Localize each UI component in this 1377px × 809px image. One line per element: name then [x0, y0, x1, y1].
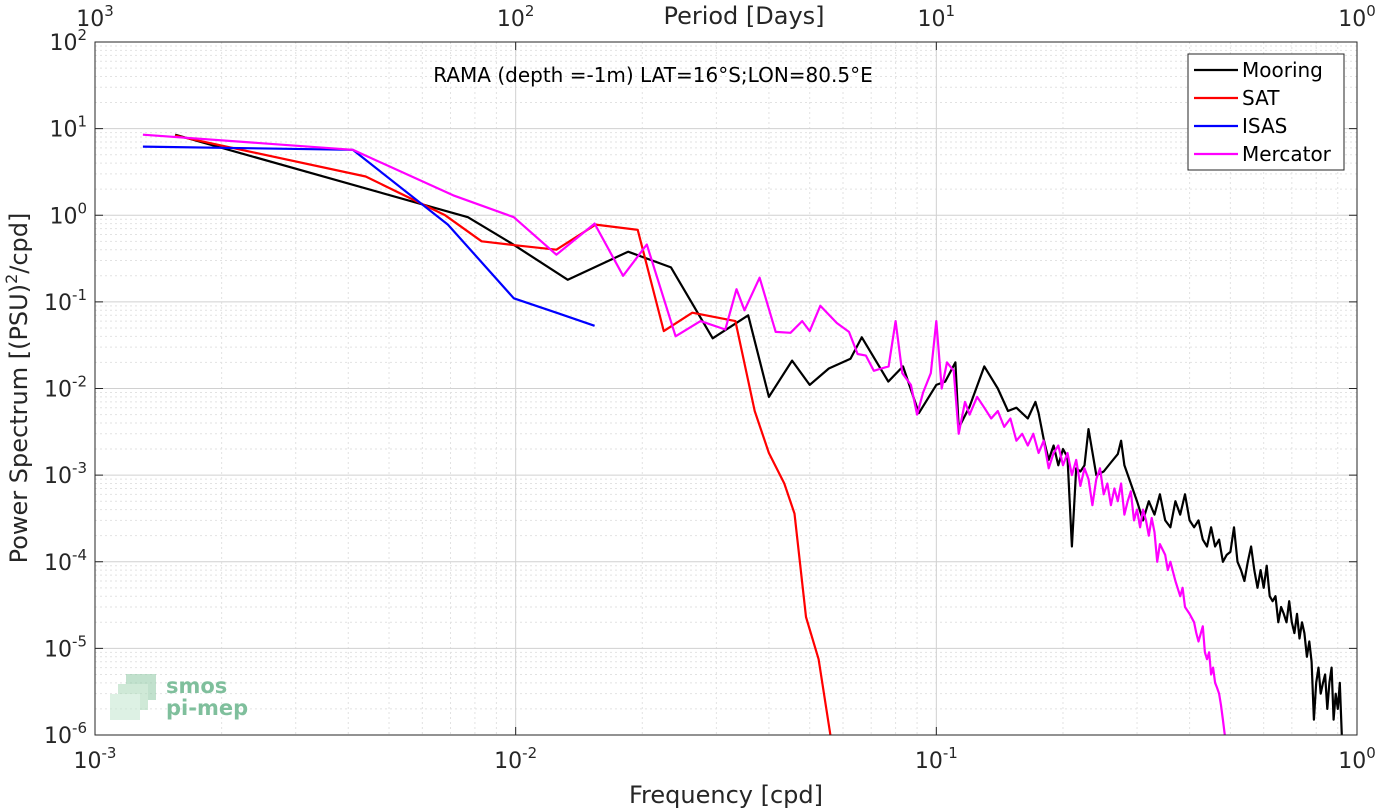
top-x-tick-label-base: 10 — [76, 7, 104, 32]
top-x-tick-label-base: 10 — [918, 7, 946, 32]
legend-label-mooring: Mooring — [1242, 58, 1323, 82]
top-x-tick-label-base: 10 — [497, 7, 525, 32]
y-tick-label: 101 — [49, 113, 87, 143]
series-line-sat — [174, 134, 832, 735]
x-tick-label: 100 — [1338, 744, 1376, 774]
y-tick-label-base: 10 — [44, 724, 72, 749]
y-tick-label: 10-3 — [44, 459, 87, 489]
y-tick-label-exponent: 2 — [77, 26, 87, 44]
y-tick-label-base: 10 — [44, 637, 72, 662]
x-tick-label: 10-3 — [74, 744, 117, 774]
top-axis-title: Period [Days] — [663, 2, 824, 30]
y-tick-label: 10-4 — [44, 546, 87, 576]
y-axis-title-main: Power Spectrum [(PSU) — [5, 284, 33, 563]
x-axis-title: Frequency [cpd] — [629, 781, 823, 809]
top-x-tick-label: 100 — [1338, 2, 1376, 32]
top-x-tick-label: 102 — [497, 2, 535, 32]
top-x-tick-label: 101 — [918, 2, 956, 32]
y-tick-label-exponent: -1 — [72, 286, 87, 304]
y-tick-label-exponent: -5 — [72, 632, 87, 650]
y-tick-label: 10-6 — [44, 719, 87, 749]
x-tick-label-base: 10 — [1338, 749, 1366, 774]
y-tick-label-base: 10 — [44, 551, 72, 576]
x-tick-label-base: 10 — [494, 749, 522, 774]
series-line-isas — [142, 145, 595, 327]
axis-ticks — [94, 41, 1358, 736]
x-tick-label-exponent: 0 — [1366, 744, 1376, 762]
x-tick-label-exponent: -2 — [522, 744, 537, 762]
y-tick-label: 10-5 — [44, 632, 87, 662]
legend: Mooring SAT ISAS Mercator — [1187, 53, 1345, 171]
series-layer — [142, 133, 1343, 735]
logo-text-pi-mep: pi-mep — [166, 696, 248, 720]
y-tick-label-base: 10 — [44, 464, 72, 489]
y-tick-label: 10-1 — [44, 286, 87, 316]
legend-box — [1187, 53, 1345, 171]
legend-label-mercator: Mercator — [1242, 142, 1332, 166]
y-tick-label: 10-2 — [44, 373, 87, 403]
x-tick-label: 10-2 — [494, 744, 537, 774]
y-tick-label: 102 — [49, 26, 87, 56]
y-tick-label-base: 10 — [44, 291, 72, 316]
series-line-mooring — [174, 133, 1343, 735]
x-tick-label-base: 10 — [915, 749, 943, 774]
legend-label-isas: ISAS — [1242, 114, 1287, 138]
logo-text-smos: smos — [166, 674, 227, 698]
legend-entries: Mooring SAT ISAS Mercator — [1194, 58, 1332, 166]
top-x-tick-label: 103 — [76, 2, 114, 32]
smos-logo: smos pi-mep — [110, 674, 248, 720]
x-tick-label-exponent: -1 — [943, 744, 958, 762]
top-x-tick-label-exponent: 3 — [104, 2, 114, 20]
y-tick-label-exponent: 0 — [77, 199, 87, 217]
y-tick-label-exponent: -4 — [72, 546, 87, 564]
legend-label-sat: SAT — [1242, 86, 1280, 110]
x-tick-label-base: 10 — [74, 749, 102, 774]
y-axis-title: Power Spectrum [(PSU)2/cpd] — [2, 213, 33, 564]
y-tick-label-exponent: 1 — [77, 113, 87, 131]
y-axis-title-end: /cpd] — [5, 213, 33, 274]
top-x-tick-label-exponent: 0 — [1366, 2, 1376, 20]
top-x-tick-label-base: 10 — [1338, 7, 1366, 32]
logo-mark — [110, 674, 156, 720]
y-tick-label-exponent: -6 — [72, 719, 87, 737]
y-tick-label-base: 10 — [49, 204, 77, 229]
y-tick-label-base: 10 — [44, 378, 72, 403]
x-tick-label: 10-1 — [915, 744, 958, 774]
y-tick-label-base: 10 — [49, 118, 77, 143]
x-tick-label-exponent: -3 — [102, 744, 117, 762]
y-axis-title-sup: 2 — [2, 274, 21, 284]
top-x-tick-label-exponent: 2 — [525, 2, 535, 20]
y-tick-label-base: 10 — [49, 31, 77, 56]
y-tick-label-exponent: -3 — [72, 459, 87, 477]
series-line-mercator — [142, 133, 1226, 735]
y-tick-label-exponent: -2 — [72, 373, 87, 391]
chart-title: RAMA (depth =-1m) LAT=16°S;LON=80.5°E — [433, 63, 872, 87]
y-tick-label: 100 — [49, 199, 87, 229]
top-x-tick-label-exponent: 1 — [946, 2, 956, 20]
